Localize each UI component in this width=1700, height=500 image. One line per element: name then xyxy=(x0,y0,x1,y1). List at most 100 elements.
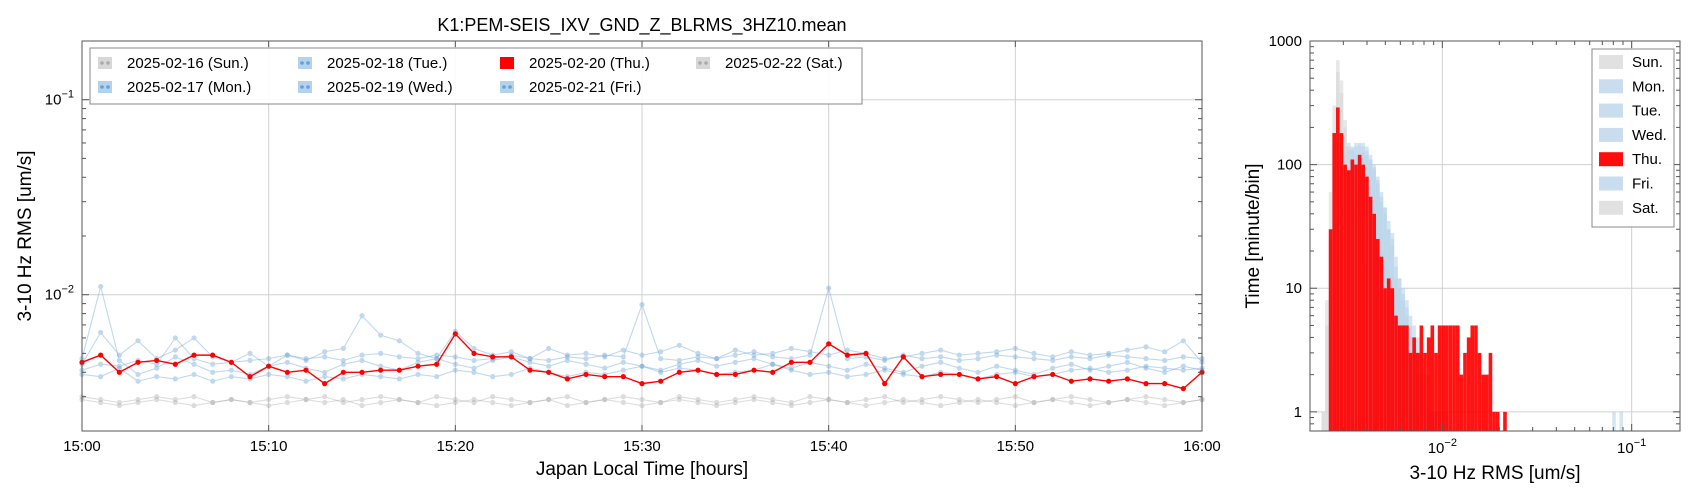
hist-bar xyxy=(1445,325,1449,431)
series-point xyxy=(116,357,122,364)
series-point xyxy=(378,394,384,400)
series-point xyxy=(340,357,346,364)
series-point xyxy=(1143,365,1149,371)
series-point xyxy=(938,359,944,365)
series-point xyxy=(396,367,402,373)
series-point xyxy=(1106,399,1112,406)
y-tick-label: 1 xyxy=(1294,404,1302,421)
histogram-legend: Sun. Mon. Tue. Wed. Thu. Fri. Sat. xyxy=(1591,48,1675,228)
series-point xyxy=(844,367,850,373)
series-point xyxy=(695,357,701,364)
x-tick-label: 16:00 xyxy=(1183,438,1221,455)
series-point xyxy=(900,396,906,403)
series-point xyxy=(882,381,888,387)
series-point xyxy=(956,357,962,364)
series-point xyxy=(770,354,776,360)
legend-marker xyxy=(306,85,310,89)
series-point xyxy=(1124,367,1130,373)
series-point xyxy=(882,356,888,362)
series-point xyxy=(956,371,962,378)
series-point xyxy=(844,352,850,358)
hist-bar xyxy=(1430,325,1435,431)
series-point xyxy=(658,367,664,373)
series-point xyxy=(1050,357,1056,364)
series-point xyxy=(751,396,757,403)
series-point xyxy=(714,356,720,362)
series-point xyxy=(938,371,944,378)
series-point xyxy=(1180,354,1186,360)
series-point xyxy=(770,350,776,357)
hist-bar xyxy=(1485,374,1489,431)
series-point xyxy=(284,369,290,375)
x-tick-label: 10−1 xyxy=(1617,437,1646,457)
legend-swatch xyxy=(1599,55,1623,69)
series-point xyxy=(714,402,720,409)
hist-bar xyxy=(1488,352,1493,431)
legend-marker xyxy=(106,85,110,89)
series-point xyxy=(98,399,104,406)
series-point xyxy=(191,402,197,409)
series-point xyxy=(639,381,645,387)
series-point xyxy=(266,402,272,409)
legend-label: Mon. xyxy=(1632,78,1665,95)
series-point xyxy=(975,399,981,406)
series-4 xyxy=(79,331,1205,392)
hist-bar xyxy=(1492,411,1496,431)
legend-marker xyxy=(300,61,304,65)
series-point xyxy=(826,341,832,347)
series-point xyxy=(154,361,160,367)
series-point xyxy=(359,369,365,375)
series-point xyxy=(882,399,888,406)
series-point xyxy=(919,350,925,357)
series-point xyxy=(1050,354,1056,360)
series-point xyxy=(938,402,944,409)
series-point xyxy=(1124,354,1130,360)
series-point xyxy=(396,376,402,382)
series-point xyxy=(1180,385,1186,392)
hist-bar xyxy=(1477,352,1482,431)
series-point xyxy=(471,365,477,371)
hist-bar xyxy=(1350,159,1355,431)
series-point xyxy=(415,356,421,362)
series-point xyxy=(900,369,906,375)
series-point xyxy=(732,352,738,358)
series-point xyxy=(98,361,104,367)
series-point xyxy=(602,354,608,360)
series-point xyxy=(490,354,496,360)
series-point xyxy=(1162,381,1168,387)
series-point xyxy=(882,394,888,400)
legend-label: 2025-02-19 (Wed.) xyxy=(327,79,453,96)
series-point xyxy=(1031,399,1037,406)
series-point xyxy=(490,357,496,364)
hist-bar xyxy=(1357,154,1362,432)
series-point xyxy=(602,396,608,403)
series-point xyxy=(396,354,402,360)
series-point xyxy=(322,369,328,375)
series-point xyxy=(191,361,197,367)
legend-marker xyxy=(306,61,310,65)
series-point xyxy=(172,335,178,341)
series-point xyxy=(602,396,608,403)
series-point xyxy=(695,399,701,406)
legend-label: 2025-02-18 (Tue.) xyxy=(327,55,447,72)
series-point xyxy=(527,367,533,373)
timeseries-legend: 2025-02-16 (Sun.) 2025-02-17 (Mon.) 2025-0… xyxy=(89,47,863,105)
series-point xyxy=(210,399,216,406)
series-point xyxy=(994,349,1000,355)
series-point xyxy=(1012,402,1018,409)
legend-label: 2025-02-17 (Mon.) xyxy=(127,79,251,96)
series-point xyxy=(751,367,757,373)
series-point xyxy=(378,374,384,380)
series-point xyxy=(452,399,458,406)
series-point xyxy=(471,350,477,357)
series-point xyxy=(1124,396,1130,403)
series-point xyxy=(695,367,701,373)
hist-bar xyxy=(1365,176,1369,431)
series-point xyxy=(1162,402,1168,409)
series-point xyxy=(303,356,309,362)
series-point xyxy=(826,285,832,291)
series-point xyxy=(900,354,906,360)
series-point xyxy=(508,349,514,355)
hist-bar xyxy=(1503,411,1507,431)
series-point xyxy=(340,369,346,375)
